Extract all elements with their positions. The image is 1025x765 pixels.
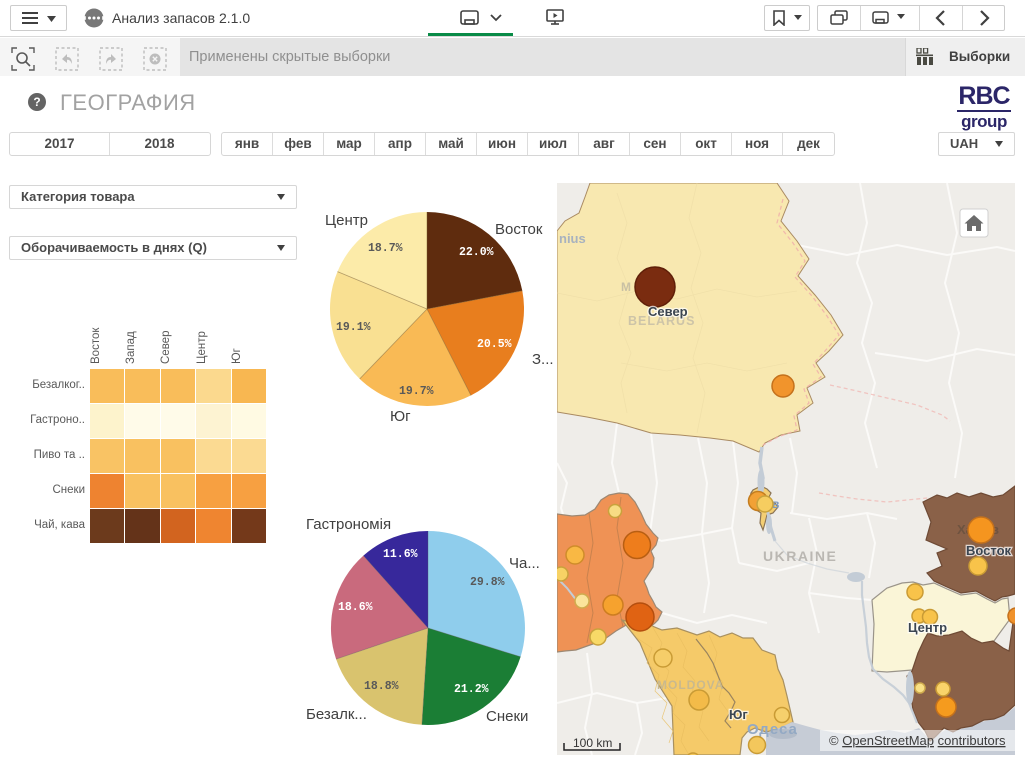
svg-text:Юг: Юг (729, 707, 748, 722)
svg-text:BELARUS: BELARUS (628, 314, 695, 328)
svg-text:UKRAINE: UKRAINE (763, 548, 837, 564)
svg-text:M: M (621, 280, 631, 294)
svg-text:в: в (772, 497, 779, 511)
svg-text:Одеса: Одеса (747, 721, 798, 738)
svg-text:Центр: Центр (908, 620, 947, 635)
svg-text:© OpenStreetMap contributors: © OpenStreetMap contributors (829, 733, 1006, 748)
svg-text:Восток: Восток (966, 543, 1012, 558)
svg-text:nius: nius (559, 231, 586, 246)
svg-text:100 km: 100 km (573, 736, 612, 750)
svg-text:Север: Север (648, 304, 688, 319)
svg-text:MOLDOVA: MOLDOVA (657, 678, 724, 692)
